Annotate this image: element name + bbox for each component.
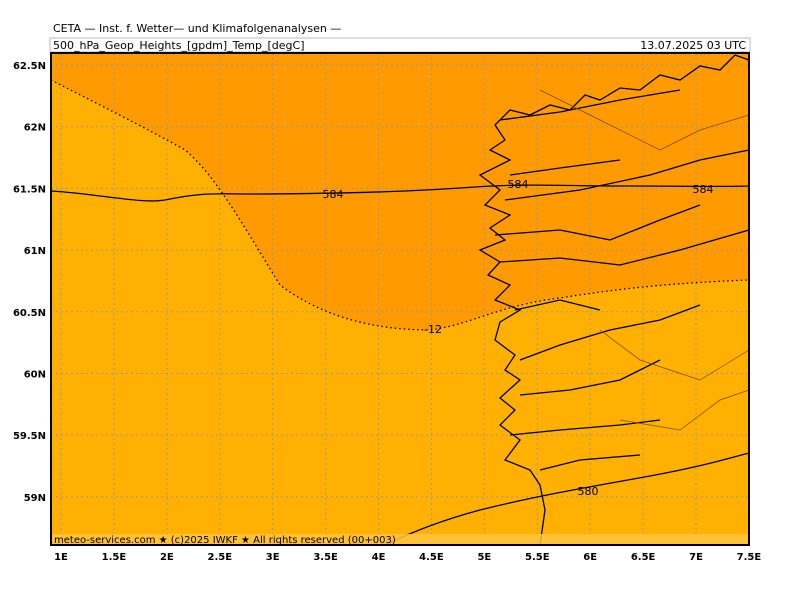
map-frame [50, 52, 750, 546]
lon-label: 5E [477, 552, 491, 563]
height-contour [50, 184, 750, 202]
lon-label: 3.5E [313, 552, 338, 563]
lon-label: 3E [266, 552, 280, 563]
lon-label: 6E [583, 552, 597, 563]
subtitle: 500_hPa_Geop_Heights_[gpdm]_Temp_[degC] [53, 39, 305, 52]
fjord [494, 89, 750, 471]
lon-label: 2.5E [207, 552, 232, 563]
footer: meteo-services.com ★ (c)2025 IWKF ★ All … [54, 535, 396, 546]
contour-label: 584 [323, 188, 344, 201]
lat-label: 61N [24, 246, 46, 257]
footer-bar [51, 534, 749, 545]
lat-label: 59.5N [13, 431, 46, 442]
lat-label: 62.5N [13, 61, 46, 72]
lon-label: 7E [689, 552, 703, 563]
lat-label: 59N [24, 493, 46, 504]
lon-label: 4.5E [419, 552, 444, 563]
lat-label: 60N [24, 370, 46, 381]
axis-labels: 62.5N 62N 61.5N 61N 60.5N 60N 59.5N 59N 1E 1.5E 2E… [13, 61, 761, 563]
lon-label: 6.5E [631, 552, 656, 563]
lat-label: 61.5N [13, 184, 46, 195]
lon-label: 1.5E [102, 552, 127, 563]
height-contour [384, 452, 750, 546]
lat-label: 60.5N [13, 308, 46, 319]
temperature-contour [50, 79, 750, 331]
map-area: 584 584 584 -12 580 meteo-services.com ★… [50, 52, 750, 546]
lon-label: 1E [54, 552, 68, 563]
timestamp: 13.07.2025 03 UTC [640, 39, 746, 52]
contour-label: 580 [578, 485, 599, 498]
contour-label: -12 [424, 323, 442, 336]
lon-label: 4E [372, 552, 386, 563]
title: CETA — Inst. f. Wetter— und Klimafolgena… [53, 22, 341, 35]
contour-label: 584 [693, 183, 714, 196]
coastline [478, 54, 750, 546]
region-border [539, 89, 750, 431]
lon-label: 7.5E [737, 552, 762, 563]
lon-label: 5.5E [525, 552, 550, 563]
lon-label: 2E [160, 552, 174, 563]
lat-label: 62N [24, 123, 46, 134]
contour-label: 584 [508, 178, 529, 191]
